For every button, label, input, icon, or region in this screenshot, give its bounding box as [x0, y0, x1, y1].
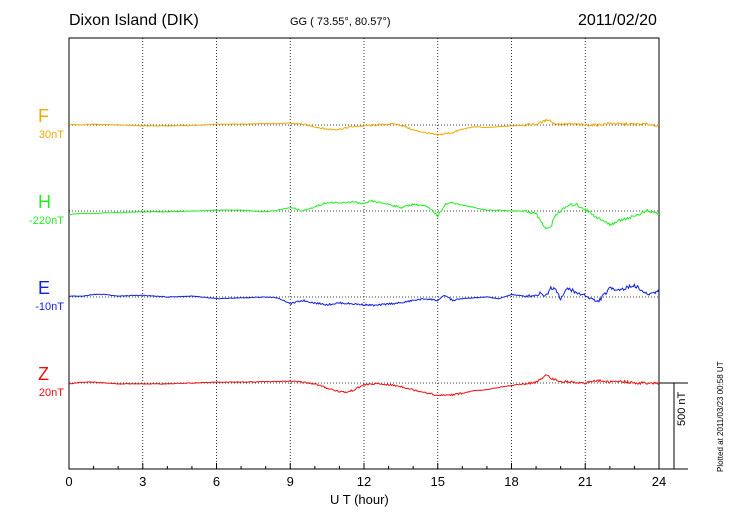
component-label-z: Z — [38, 364, 49, 384]
traces — [68, 118, 660, 397]
x-tick-label: 15 — [431, 474, 445, 489]
x-tick-label: 18 — [504, 474, 518, 489]
station-title: Dixon Island (DIK) — [69, 12, 199, 29]
scale-bar-label: 500 nT — [676, 391, 688, 426]
x-tick-label: 24 — [652, 474, 666, 489]
trace-z — [68, 374, 660, 397]
component-label-h: H — [38, 192, 51, 212]
x-tick-label: 21 — [578, 474, 592, 489]
x-tick-label: 12 — [357, 474, 371, 489]
baseline-label-z: 20nT — [38, 387, 64, 399]
plot-date: 2011/02/20 — [578, 12, 657, 29]
trace-h — [68, 199, 660, 230]
trace-e — [68, 282, 660, 307]
axes — [68, 37, 688, 470]
x-ticks: 0 3 6 9 12 15 18 21 24 — [65, 463, 666, 489]
grid — [69, 38, 659, 469]
trace-f — [68, 118, 660, 137]
x-tick-label: 9 — [287, 474, 294, 489]
component-label-e: E — [38, 278, 51, 298]
x-axis-label: U T (hour) — [330, 492, 389, 507]
component-label-f: F — [38, 106, 49, 126]
x-tick-label: 6 — [213, 474, 220, 489]
station-coords: GG ( 73.55°, 80.57°) — [290, 16, 391, 28]
x-tick-label: 3 — [139, 474, 146, 489]
baseline-label-h: -220nT — [29, 215, 64, 227]
x-tick-label: 0 — [65, 474, 72, 489]
baseline-label-f: 30nT — [38, 129, 64, 141]
baseline-label-e: -10nT — [35, 301, 64, 313]
plotted-timestamp: Plotted at 2011/03/23 00:58 UT — [716, 361, 725, 472]
